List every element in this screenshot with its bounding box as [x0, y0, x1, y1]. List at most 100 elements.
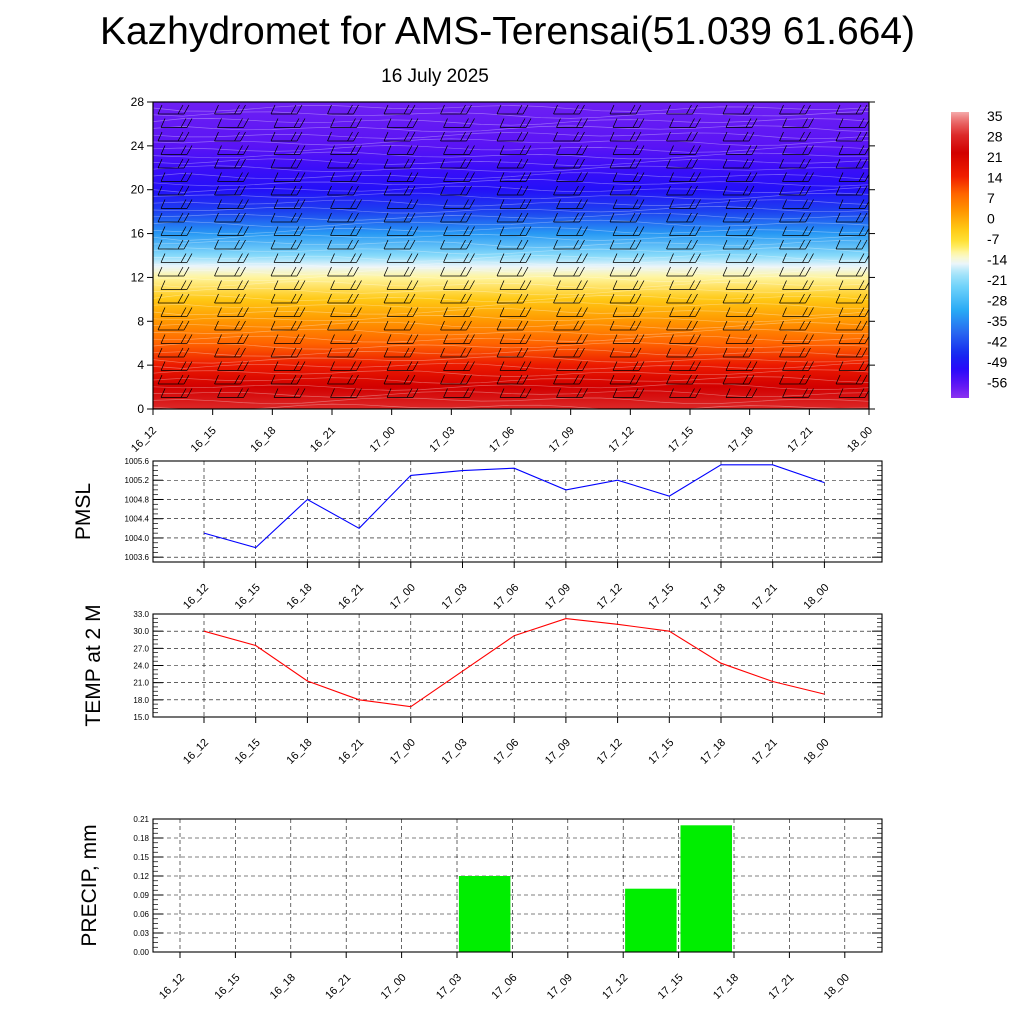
temp-panel: 15.0 18.0 21.0 24.0 27.0 30.0 33.0 16_12 16_15 16… [82, 604, 883, 767]
cross-section-panel: 0 4 8 12 16 20 24 28 16_12 16_15 16_18 16_21 17_00 17… [129, 95, 875, 455]
wind-barb [835, 374, 868, 385]
wind-barb [609, 239, 642, 250]
wind-barb [443, 199, 475, 209]
wind-barb [217, 280, 249, 290]
wind-barb [273, 226, 306, 236]
x-tick-label: 17_15 [656, 972, 686, 1002]
colorbar-label: -35 [987, 313, 1007, 329]
x-tick-label: 16_21 [336, 737, 366, 767]
wind-barb [330, 172, 362, 182]
wind-barb [725, 253, 758, 263]
wind-barb [496, 158, 529, 169]
wind-barb [330, 118, 362, 128]
wind-barb [725, 145, 758, 155]
wind-barb [443, 388, 475, 398]
wind-barb [722, 320, 755, 331]
wind-barb [496, 374, 529, 385]
wind-barb [666, 266, 698, 277]
x-tick-label: 17_03 [440, 582, 470, 612]
wind-barb [217, 388, 249, 398]
x-tick-label: 17_21 [750, 582, 780, 612]
wind-barb [443, 307, 475, 317]
wind-barb [217, 226, 249, 236]
wind-barb [496, 293, 529, 304]
wind-barb [666, 293, 698, 304]
precip-panel: 0.00 0.03 0.06 0.09 0.12 0.15 0.18 0.21 16_12 16_… [78, 815, 883, 1002]
isotherm-line [153, 315, 869, 323]
wind-barb [273, 145, 306, 155]
wind-barb [440, 212, 472, 223]
wind-barb [157, 239, 190, 250]
x-tick-label: 17_21 [766, 972, 796, 1002]
wind-barb [782, 199, 814, 209]
isotherm-line [153, 342, 869, 350]
x-tick-label: 16_21 [308, 425, 338, 455]
wind-barb [327, 347, 359, 358]
wind-barb [838, 361, 869, 371]
x-tick-label: 17_15 [646, 737, 676, 767]
isotherm-line [153, 390, 869, 398]
wind-barb [612, 361, 645, 371]
wind-barb [327, 239, 359, 250]
wind-barb [666, 104, 698, 115]
wind-barb [779, 104, 811, 115]
wind-barb [666, 185, 698, 196]
wind-barb [666, 131, 698, 142]
wind-barb [666, 212, 698, 223]
wind-barb [499, 145, 532, 155]
wind-barb [443, 361, 475, 371]
wind-barb [443, 172, 475, 182]
wind-barb [330, 307, 362, 317]
wind-barb [273, 199, 306, 209]
wind-barb [779, 239, 811, 250]
colorbar-label: 7 [987, 190, 995, 206]
isotherm-line [153, 247, 869, 255]
wind-barb [270, 320, 303, 331]
wind-barb [669, 145, 701, 155]
wind-barb [838, 253, 869, 263]
isotherm-line [153, 355, 869, 364]
wind-barb [779, 293, 811, 304]
y-tick-label: 1003.6 [125, 553, 150, 562]
wind-barb [273, 307, 306, 317]
wind-barb [722, 374, 755, 385]
wind-barb [835, 266, 868, 277]
isotherm-line [153, 158, 869, 166]
wind-barb [496, 131, 529, 142]
wind-barb [838, 145, 869, 155]
x-tick-label: 17_00 [388, 582, 418, 612]
wind-barb [160, 253, 193, 263]
isotherm-line [153, 206, 869, 214]
wind-barb [383, 374, 416, 385]
y-tick-label: 18.0 [133, 696, 149, 705]
wind-barb [214, 185, 246, 196]
wind-barb [725, 226, 758, 236]
wind-barb [386, 172, 419, 182]
wind-barb [157, 104, 190, 115]
wind-barb [553, 293, 585, 304]
x-tick-label: 17_00 [388, 737, 418, 767]
x-tick-label: 16_12 [181, 582, 211, 612]
isotherm-line [153, 212, 869, 221]
wind-barb [612, 253, 645, 263]
wind-barb [160, 199, 193, 209]
y-tick-label: 24 [131, 139, 145, 153]
wind-barb [669, 199, 701, 209]
wind-barb [669, 226, 701, 236]
wind-barb [669, 334, 701, 344]
y-tick-label: 20 [131, 183, 145, 197]
wind-barb [499, 280, 532, 290]
wind-barb [443, 280, 475, 290]
wind-barb [160, 307, 193, 317]
wind-barb [609, 266, 642, 277]
wind-barb [499, 172, 532, 182]
pmsl-series-line [203, 464, 825, 549]
wind-barb [440, 185, 472, 196]
wind-barb [496, 185, 529, 196]
y-tick-label: 0.12 [133, 872, 149, 881]
wind-barb [217, 307, 249, 317]
wind-barb [609, 212, 642, 223]
wind-barb [270, 266, 303, 277]
wind-barb [725, 280, 758, 290]
wind-barb [270, 374, 303, 385]
